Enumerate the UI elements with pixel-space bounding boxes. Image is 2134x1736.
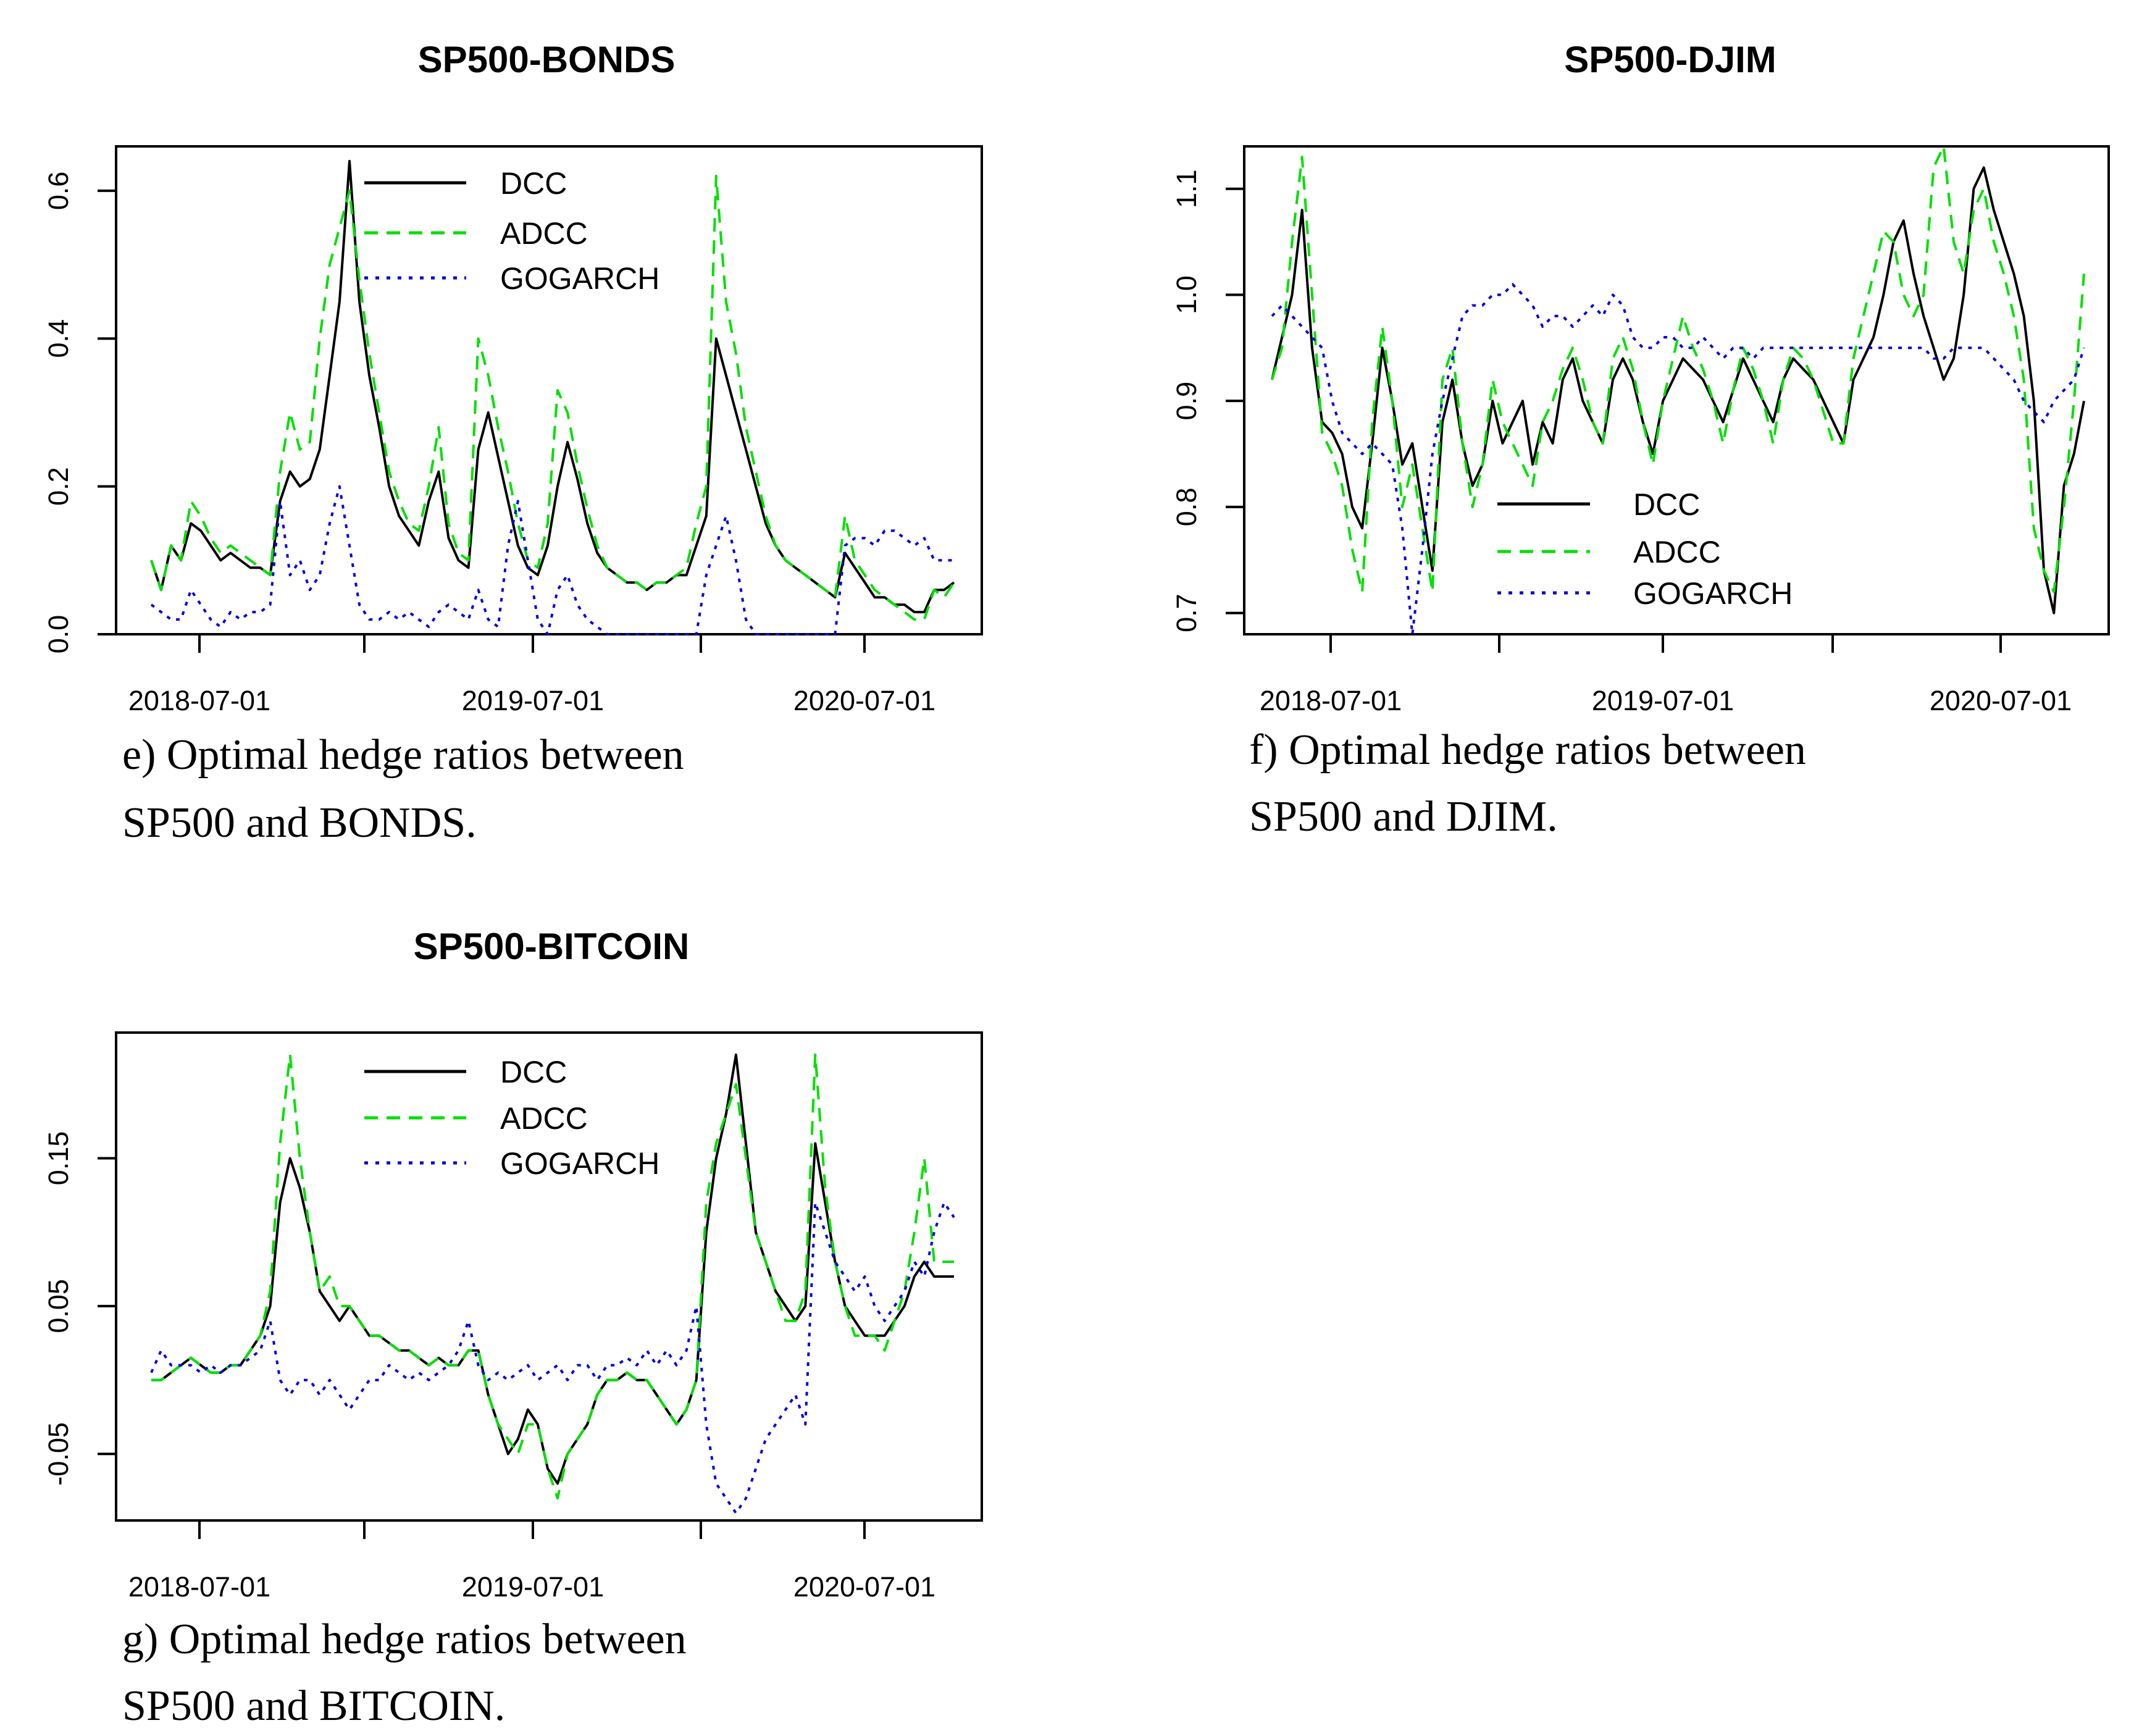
- x-tick-label: 2020-07-01: [793, 685, 935, 716]
- y-tick-label: 0.15: [43, 1131, 74, 1186]
- y-tick-label: 0.2: [43, 467, 74, 506]
- caption-line-2: SP500 and BITCOIN.: [122, 1682, 505, 1730]
- y-tick-label: 0.7: [1171, 593, 1202, 632]
- x-tick-label: 2018-07-01: [128, 685, 270, 716]
- chart-title: SP500-BITCOIN: [414, 926, 690, 967]
- y-tick-label: 0.0: [43, 615, 74, 654]
- legend-label-gogarch: GOGARCH: [500, 1146, 659, 1181]
- series-lines: [1271, 145, 2085, 635]
- series-lines: [150, 159, 955, 635]
- x-tick-label: 2019-07-01: [462, 1571, 604, 1603]
- panel-sp500-djim: SP500-DJIM 0.7 0.8 0.9 1.0 1.1 2018-07-01 20…: [1171, 39, 2110, 841]
- x-tick-label: 2018-07-01: [128, 1571, 270, 1603]
- legend-label-adcc: ADCC: [1633, 535, 1721, 569]
- series-line-dcc: [151, 1053, 954, 1485]
- caption-line-1: g) Optimal hedge ratios between: [122, 1616, 687, 1663]
- panel-sp500-bonds: SP500-BONDS 0.0 0.2 0.4 0.6 2018-07-01 2019…: [43, 39, 983, 847]
- plot-frame: [115, 1031, 983, 1522]
- chart-title: SP500-DJIM: [1564, 39, 1776, 80]
- series-line-adcc: [1271, 145, 2085, 593]
- series-line-dcc: [1271, 166, 2085, 614]
- y-tick-label: -0.05: [43, 1422, 74, 1486]
- series-lines: [150, 1053, 955, 1514]
- caption-line-2: SP500 and BONDS.: [122, 799, 477, 847]
- x-tick-label: 2019-07-01: [1592, 685, 1734, 716]
- series-line-adcc: [150, 174, 955, 621]
- legend-label-dcc: DCC: [1633, 487, 1700, 522]
- x-tick-label: 2020-07-01: [793, 1571, 935, 1603]
- caption-line-1: f) Optimal hedge ratios between: [1249, 726, 1806, 774]
- x-axis: 2018-07-01 2019-07-01 2020-07-01: [1260, 634, 2072, 716]
- legend-label-dcc: DCC: [500, 1055, 567, 1089]
- x-tick-label: 2019-07-01: [462, 685, 604, 716]
- y-tick-label: 0.4: [43, 319, 74, 358]
- y-tick-label: 1.0: [1171, 275, 1202, 314]
- plot-frame: [1243, 145, 2110, 635]
- legend: DCC ADCC GOGARCH: [1497, 487, 1793, 611]
- y-axis: -0.05 0.05 0.15: [43, 1131, 116, 1486]
- legend-label-adcc: ADCC: [500, 1101, 588, 1136]
- x-tick-label: 2018-07-01: [1260, 685, 1402, 716]
- x-axis: 2018-07-01 2019-07-01 2020-07-01: [128, 1520, 935, 1603]
- series-line-gogarch: [150, 485, 954, 635]
- legend: DCC ADCC GOGARCH: [364, 166, 659, 296]
- chart-title: SP500-BONDS: [418, 39, 676, 80]
- y-axis: 0.0 0.2 0.4 0.6: [43, 172, 116, 654]
- y-tick-label: 1.1: [1171, 169, 1202, 208]
- caption-line-2: SP500 and DJIM.: [1249, 793, 1558, 841]
- series-line-gogarch: [150, 1201, 955, 1514]
- legend-label-dcc: DCC: [500, 166, 567, 201]
- legend-label-gogarch: GOGARCH: [1633, 576, 1793, 611]
- legend-label-adcc: ADCC: [500, 216, 588, 251]
- y-tick-label: 0.8: [1171, 488, 1202, 527]
- y-tick-label: 0.9: [1171, 382, 1202, 421]
- legend-label-gogarch: GOGARCH: [500, 261, 659, 296]
- x-tick-label: 2020-07-01: [1930, 685, 2072, 716]
- y-tick-label: 0.6: [43, 172, 74, 211]
- caption-line-1: e) Optimal hedge ratios between: [122, 731, 684, 779]
- series-line-adcc: [151, 1053, 954, 1500]
- y-tick-label: 0.05: [43, 1279, 74, 1333]
- y-axis: 0.7 0.8 0.9 1.0 1.1: [1171, 169, 1244, 632]
- panel-sp500-bitcoin: SP500-BITCOIN -0.05 0.05 0.15 2018-07-01 2…: [43, 926, 983, 1730]
- legend: DCC ADCC GOGARCH: [364, 1055, 659, 1181]
- x-axis: 2018-07-01 2019-07-01 2020-07-01: [128, 634, 935, 716]
